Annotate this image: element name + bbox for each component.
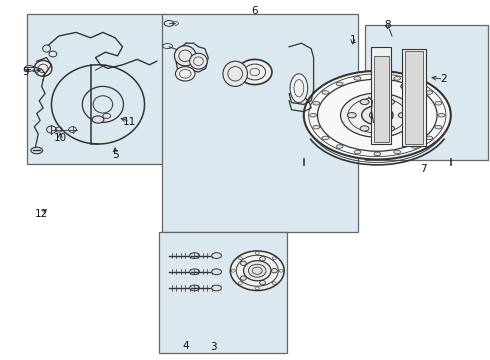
Ellipse shape (336, 82, 343, 86)
Ellipse shape (313, 125, 319, 129)
Ellipse shape (360, 126, 369, 131)
Ellipse shape (238, 59, 272, 85)
Ellipse shape (304, 71, 451, 159)
Text: 12: 12 (35, 209, 49, 219)
Ellipse shape (47, 126, 56, 133)
Ellipse shape (175, 67, 195, 81)
Ellipse shape (212, 285, 221, 291)
Text: 6: 6 (251, 6, 258, 16)
Bar (27, 14, 167, 164)
Ellipse shape (212, 269, 221, 275)
Ellipse shape (398, 113, 407, 118)
Ellipse shape (412, 82, 418, 86)
Ellipse shape (290, 74, 308, 103)
Ellipse shape (438, 113, 445, 117)
Ellipse shape (313, 102, 319, 105)
Bar (402, 49, 426, 146)
Text: 10: 10 (54, 132, 67, 143)
Ellipse shape (190, 285, 199, 291)
Ellipse shape (354, 150, 361, 154)
Bar (371, 47, 391, 144)
Ellipse shape (374, 152, 381, 156)
Ellipse shape (241, 276, 246, 280)
Ellipse shape (43, 45, 50, 52)
Ellipse shape (190, 53, 207, 69)
Ellipse shape (31, 147, 43, 154)
Text: 7: 7 (420, 164, 427, 174)
Ellipse shape (92, 116, 104, 123)
Text: 5: 5 (112, 150, 119, 160)
Ellipse shape (393, 150, 400, 154)
Ellipse shape (322, 136, 329, 140)
Text: 9: 9 (22, 67, 29, 77)
Bar (374, 56, 389, 142)
Text: 8: 8 (384, 20, 391, 30)
Ellipse shape (354, 77, 361, 80)
Ellipse shape (260, 280, 266, 285)
Ellipse shape (260, 257, 266, 261)
Ellipse shape (271, 269, 277, 273)
Ellipse shape (248, 264, 266, 277)
Bar (365, 25, 488, 160)
Ellipse shape (362, 106, 393, 125)
Ellipse shape (341, 93, 414, 137)
Ellipse shape (244, 261, 271, 281)
Ellipse shape (393, 77, 400, 80)
Ellipse shape (322, 91, 329, 94)
Text: 11: 11 (123, 117, 137, 127)
Ellipse shape (426, 91, 433, 94)
Ellipse shape (212, 253, 221, 258)
Ellipse shape (369, 111, 385, 120)
Bar (405, 51, 423, 144)
Text: 4: 4 (183, 341, 190, 351)
Ellipse shape (24, 66, 34, 71)
Bar (162, 14, 358, 232)
Ellipse shape (386, 126, 394, 131)
Ellipse shape (435, 102, 442, 105)
Ellipse shape (412, 145, 418, 148)
Ellipse shape (435, 125, 442, 129)
Ellipse shape (34, 60, 52, 76)
Ellipse shape (310, 113, 317, 117)
Ellipse shape (230, 251, 284, 291)
Ellipse shape (347, 113, 356, 118)
Text: 1: 1 (349, 35, 356, 45)
Text: 2: 2 (440, 74, 447, 84)
Ellipse shape (336, 145, 343, 148)
Ellipse shape (374, 75, 381, 78)
Ellipse shape (386, 99, 394, 104)
Bar (159, 232, 287, 353)
Ellipse shape (241, 261, 246, 265)
Text: 3: 3 (210, 342, 217, 352)
Ellipse shape (190, 269, 199, 275)
Ellipse shape (174, 46, 196, 66)
Ellipse shape (360, 99, 369, 104)
Ellipse shape (223, 61, 247, 86)
Ellipse shape (190, 253, 199, 258)
Ellipse shape (401, 84, 411, 89)
Ellipse shape (426, 136, 433, 140)
